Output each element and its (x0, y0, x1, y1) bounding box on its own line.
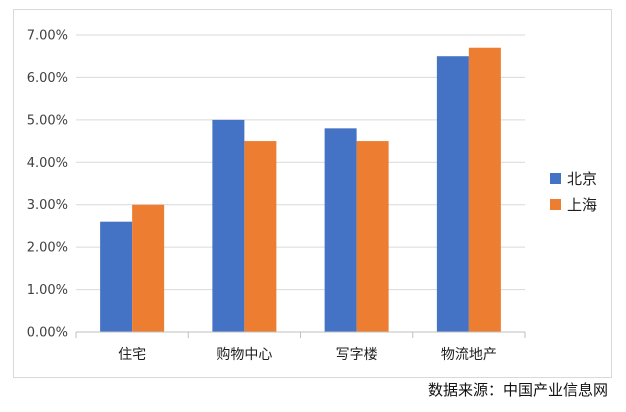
bars (100, 47, 501, 332)
source-note: 数据来源：中国产业信息网 (427, 381, 608, 399)
legend-label: 上海 (567, 196, 597, 214)
x-tick-label: 购物中心 (216, 347, 272, 363)
y-tick-label: 6.00% (27, 71, 68, 86)
y-tick-label: 4.00% (27, 156, 68, 171)
y-tick-label: 3.00% (27, 198, 68, 213)
legend-label: 北京 (567, 170, 597, 188)
y-tick-label: 0.00% (27, 326, 68, 341)
bar-北京-物流地产 (436, 56, 469, 332)
y-axis: 0.00% 1.00% 2.00% 3.00% 4.00% 5.00% 6.00% 7.00% (27, 29, 68, 341)
legend-swatch (550, 199, 561, 210)
y-tick-label: 7.00% (27, 29, 68, 44)
x-tick-label: 住宅 (118, 347, 146, 363)
bar-北京-住宅 (100, 221, 133, 332)
x-tick-label: 写字楼 (336, 347, 378, 363)
bar-北京-购物中心 (212, 119, 245, 332)
x-axis: 住宅 购物中心 写字楼 物流地产 (75, 331, 526, 363)
bar-北京-写字楼 (324, 128, 357, 332)
bar-上海-写字楼 (356, 141, 389, 332)
bar-上海-购物中心 (244, 141, 277, 332)
y-tick-label: 2.00% (27, 241, 68, 256)
x-tick-label: 物流地产 (441, 347, 497, 363)
y-tick-label: 5.00% (27, 113, 68, 128)
bar-上海-住宅 (132, 204, 165, 332)
legend-swatch (550, 173, 561, 184)
y-tick-label: 1.00% (27, 283, 68, 298)
bar-上海-物流地产 (468, 47, 501, 332)
